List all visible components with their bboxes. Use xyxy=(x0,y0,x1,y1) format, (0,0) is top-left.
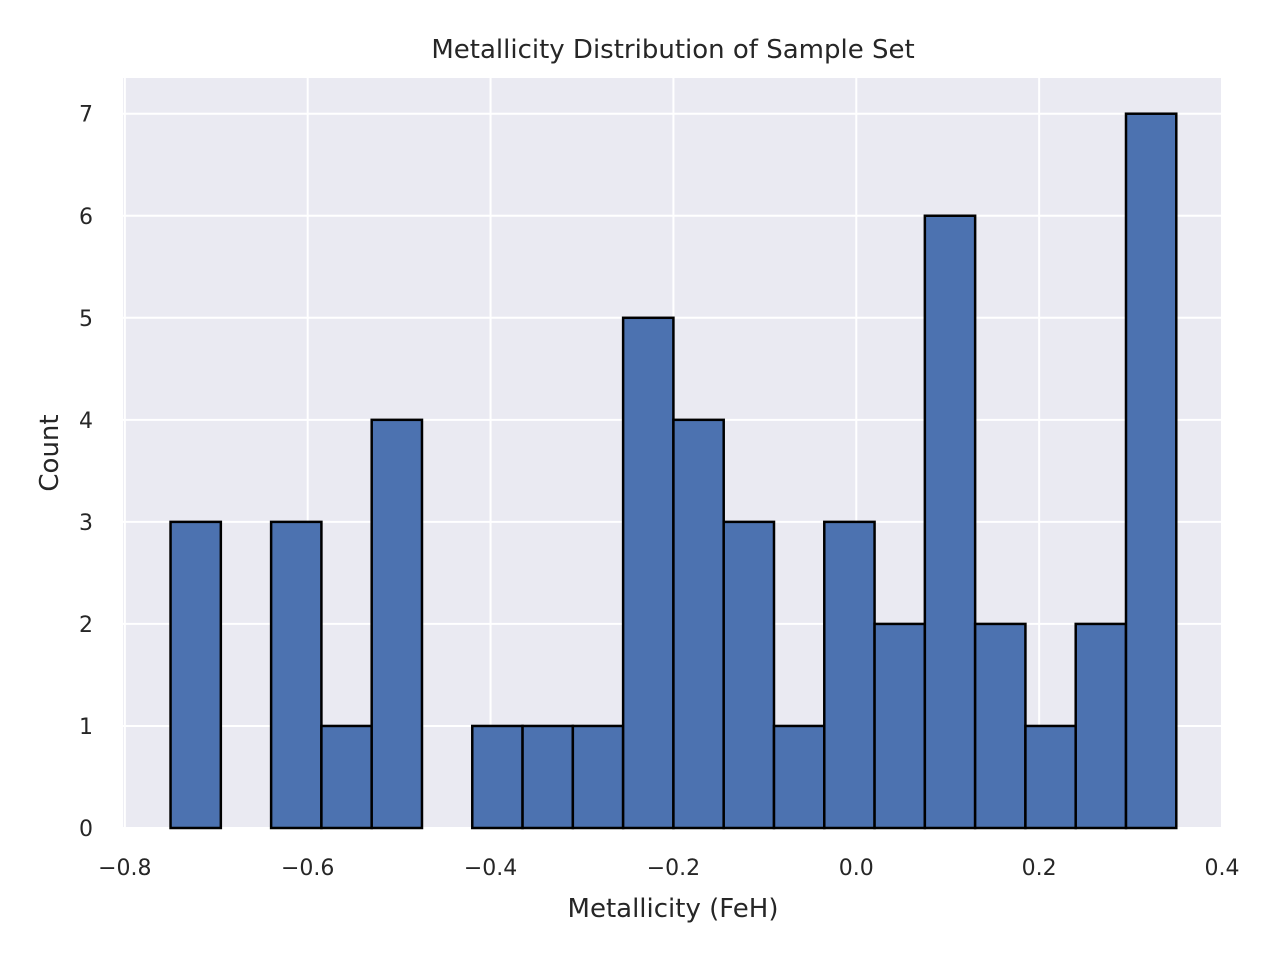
y-tick-label: 6 xyxy=(79,205,93,230)
y-tick-label: 1 xyxy=(79,715,93,740)
x-axis-label: Metallicity (FeH) xyxy=(568,894,779,924)
chart-title: Metallicity Distribution of Sample Set xyxy=(431,35,914,65)
y-tick-label: 7 xyxy=(79,103,93,128)
x-tick-label: −0.2 xyxy=(647,856,700,881)
histogram-bar xyxy=(722,520,776,830)
histogram-bar xyxy=(370,418,424,830)
x-tick-label: −0.8 xyxy=(98,856,151,881)
x-tick-label: −0.6 xyxy=(281,856,334,881)
x-tick-label: 0.4 xyxy=(1205,856,1240,881)
y-tick-label: 4 xyxy=(79,409,93,434)
histogram-bar xyxy=(169,520,223,830)
histogram-bar xyxy=(1124,112,1178,830)
histogram-bar xyxy=(571,724,625,830)
y-axis-ticks: 0 1 2 3 4 5 6 7 xyxy=(79,103,93,842)
histogram-bar xyxy=(873,622,927,830)
histogram-bars xyxy=(169,112,1178,830)
x-tick-label: 0.0 xyxy=(839,856,874,881)
y-tick-label: 2 xyxy=(79,613,93,638)
histogram-bar xyxy=(471,724,524,830)
x-tick-label: −0.4 xyxy=(464,856,517,881)
histogram-bar xyxy=(772,724,826,830)
histogram-bar xyxy=(269,520,323,830)
y-tick-label: 3 xyxy=(79,511,93,536)
histogram-bar xyxy=(823,520,876,830)
y-axis-label: Count xyxy=(35,414,65,491)
x-axis-ticks: −0.8 −0.6 −0.4 −0.2 0.0 0.2 0.4 xyxy=(98,856,1239,881)
y-tick-label: 5 xyxy=(79,307,93,332)
histogram-bar xyxy=(973,622,1027,830)
histogram-bar xyxy=(621,316,675,830)
x-tick-label: 0.2 xyxy=(1022,856,1057,881)
histogram-bar xyxy=(521,724,575,830)
histogram-bar xyxy=(923,214,977,830)
histogram-bar xyxy=(1024,724,1077,830)
histogram-bar xyxy=(320,724,373,830)
histogram-bar xyxy=(1074,622,1128,830)
y-tick-label: 0 xyxy=(79,817,93,842)
histogram-bar xyxy=(672,418,725,830)
